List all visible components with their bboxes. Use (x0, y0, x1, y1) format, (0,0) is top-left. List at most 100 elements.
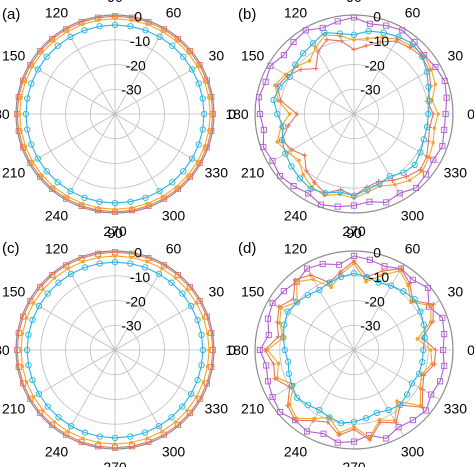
data-point (365, 36, 370, 41)
data-point (54, 42, 61, 49)
data-point (96, 255, 101, 260)
data-point (380, 268, 386, 274)
data-point (420, 321, 427, 328)
data-point (396, 190, 403, 197)
data-point (129, 18, 134, 22)
data-point (31, 395, 36, 399)
angle-tick-label: 60 (405, 241, 421, 257)
data-point (201, 316, 206, 320)
data-point (419, 358, 426, 366)
data-point (373, 409, 381, 416)
data-point (52, 276, 57, 280)
data-point (281, 346, 288, 354)
radial-tick-label: -10 (130, 33, 150, 49)
data-point (430, 156, 437, 163)
data-point (398, 266, 404, 272)
angle-tick-label: 90 (346, 225, 362, 241)
data-point (379, 273, 383, 278)
data-point (282, 150, 289, 157)
data-point (298, 66, 304, 72)
data-point (169, 179, 176, 186)
data-point (364, 279, 368, 284)
data-point (127, 260, 134, 267)
data-point (350, 438, 358, 445)
data-point (417, 308, 424, 315)
data-point (422, 407, 430, 414)
data-point (31, 301, 36, 305)
data-point (96, 260, 103, 267)
data-point (419, 53, 426, 60)
angle-tick-label: 210 (2, 165, 26, 181)
data-point (63, 262, 70, 269)
data-point (41, 287, 45, 292)
data-point (407, 45, 413, 51)
data-point (304, 401, 312, 409)
data-point (49, 421, 56, 428)
data-point (440, 346, 447, 354)
angle-tick-label: 330 (205, 401, 229, 417)
data-point (424, 284, 431, 292)
angle-tick-label: 0 (228, 342, 236, 358)
data-point (423, 123, 431, 131)
data-point (43, 53, 50, 60)
data-point (256, 110, 264, 118)
data-point (396, 401, 404, 409)
radial-tick-label: -30 (360, 82, 380, 98)
grid-ring (304, 300, 404, 400)
data-point (377, 39, 383, 45)
series-line-2 (25, 24, 205, 204)
data-point (395, 33, 402, 40)
data-point (19, 95, 23, 100)
data-point (423, 68, 431, 76)
data-point (375, 279, 382, 286)
series-line-0 (258, 16, 448, 208)
data-point (326, 279, 333, 286)
data-point (160, 431, 167, 438)
data-point (28, 141, 35, 148)
data-point (294, 416, 299, 421)
data-point (174, 421, 181, 428)
data-point (393, 420, 399, 426)
grid-ring (328, 324, 380, 376)
data-point (290, 38, 297, 46)
data-point (334, 203, 341, 210)
data-point (34, 66, 41, 73)
data-point (302, 27, 309, 34)
data-point (296, 175, 304, 182)
radial-tick-label: -30 (360, 318, 380, 334)
data-point (389, 177, 395, 183)
data-point (411, 161, 418, 169)
data-point (352, 37, 356, 42)
data-point (81, 429, 89, 436)
data-point (96, 18, 101, 22)
data-point (96, 206, 101, 210)
data-point (415, 337, 420, 341)
data-point (334, 18, 341, 25)
radial-tick-label: 0 (373, 9, 381, 25)
data-point (400, 288, 407, 295)
angle-tick-label: 330 (444, 401, 468, 417)
angle-tick-label: 240 (45, 207, 69, 223)
data-point (96, 23, 103, 30)
radial-tick-label: -20 (365, 293, 385, 309)
data-point (145, 259, 149, 264)
polar-plot-a: 0 30 60 90 120 150 180 210 240 270 300 330 0 -10 -20 -3… (0, 0, 236, 239)
angle-tick-label: 30 (209, 284, 225, 300)
data-point (111, 434, 119, 442)
data-point (337, 419, 345, 427)
angle-tick-label: 0 (228, 106, 236, 122)
panel-label: (d) (238, 240, 256, 257)
data-point (264, 378, 271, 385)
data-point (186, 173, 190, 178)
data-point (433, 347, 439, 353)
data-point (383, 435, 390, 442)
data-point (156, 33, 163, 40)
data-point (441, 331, 448, 338)
angle-tick-label: 60 (166, 5, 182, 21)
data-point (381, 263, 388, 270)
data-point (111, 258, 119, 266)
data-point (272, 376, 278, 382)
angle-tick-label: 240 (284, 207, 308, 223)
radial-tick-label: 0 (134, 245, 142, 261)
grid-ring (65, 300, 165, 400)
